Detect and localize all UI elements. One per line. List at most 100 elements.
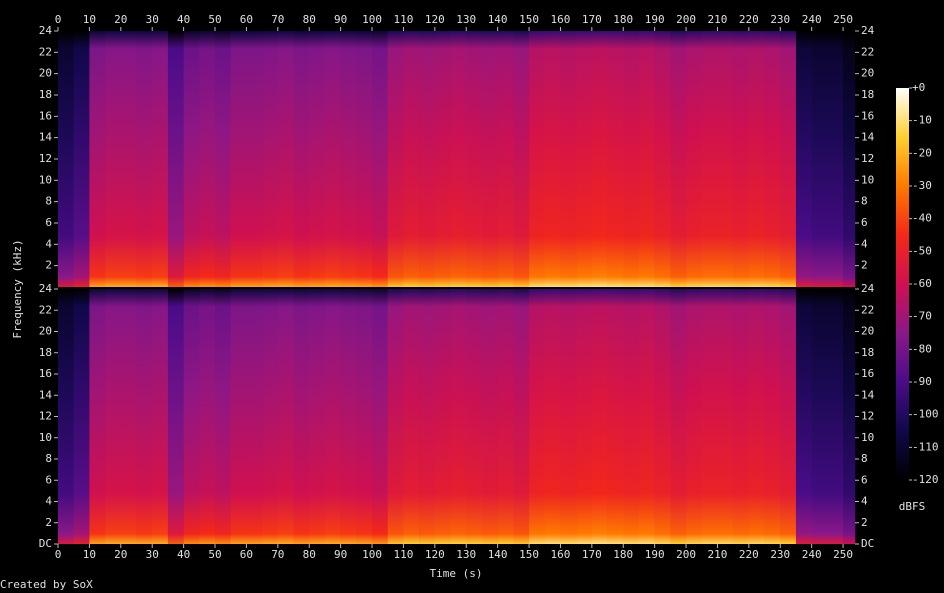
spectrum-column	[356, 289, 373, 544]
y-tick-label: 22	[861, 45, 874, 58]
y-tick-label: 10	[39, 173, 52, 186]
y-tick-label: 12	[39, 152, 52, 165]
colorbar-tick-label: -60	[912, 277, 932, 290]
spectrum-column	[73, 31, 90, 287]
spectrum-column	[246, 289, 263, 544]
spectrum-column	[230, 31, 247, 287]
y-tick-label: 10	[861, 431, 874, 444]
x-tick-label: 220	[739, 548, 759, 561]
y-tick-label: 4	[45, 237, 52, 250]
spectrum-column	[513, 31, 530, 287]
x-tick-label: 80	[303, 548, 316, 561]
spectrum-column	[58, 31, 75, 287]
spectrum-column	[827, 289, 844, 544]
x-tick-label: 170	[582, 13, 602, 26]
x-tick-label: 200	[676, 13, 696, 26]
spectrum-column	[544, 289, 561, 544]
x-tick-label: 40	[177, 548, 190, 561]
x-tick-label: 10	[83, 13, 96, 26]
colorbar-tick-label: +0	[912, 81, 925, 94]
y-tick-label: 20	[39, 325, 52, 338]
x-tick-label: 200	[676, 548, 696, 561]
x-tick-label: 180	[613, 548, 633, 561]
spectrum-column	[733, 31, 750, 287]
spectrum-column	[780, 31, 797, 287]
y-tick-label: 4	[45, 495, 52, 508]
spectrum-column	[372, 31, 389, 287]
spectrum-column	[199, 289, 216, 544]
x-axis-label: Time (s)	[430, 567, 483, 580]
spectrum-column	[309, 289, 326, 544]
spectrum-column	[372, 289, 389, 544]
spectrum-column	[58, 289, 75, 544]
spectrum-column	[701, 31, 718, 287]
x-tick-label: 130	[456, 13, 476, 26]
x-tick-label: 160	[551, 548, 571, 561]
spectrum-column	[215, 31, 232, 287]
spectrum-column	[152, 289, 169, 544]
x-tick-label: 220	[739, 13, 759, 26]
x-tick-label: 50	[208, 13, 221, 26]
y-tick-label: 22	[39, 45, 52, 58]
x-tick-label: 60	[240, 548, 253, 561]
x-tick-label: 60	[240, 13, 253, 26]
spectrum-column	[481, 31, 498, 287]
y-tick-label: DC	[861, 537, 874, 550]
spectrum-column	[167, 289, 184, 544]
x-tick-label: 110	[393, 13, 413, 26]
x-tick-label: 190	[645, 548, 665, 561]
spectrum-column	[607, 289, 624, 544]
y-tick-label: 2	[861, 516, 868, 529]
colorbar-tick-label: -70	[912, 310, 932, 323]
x-tick-label: 20	[114, 13, 127, 26]
y-tick-label: 8	[45, 195, 52, 208]
spectrum-column	[795, 289, 812, 544]
spectrum-column	[450, 289, 467, 544]
x-tick-label: 100	[362, 13, 382, 26]
spectrum-column	[434, 289, 451, 544]
spectrum-column	[560, 31, 577, 287]
spectrum-column	[529, 289, 546, 544]
x-tick-label: 120	[425, 13, 445, 26]
colorbar-tick-label: -90	[912, 375, 932, 388]
spectrum-column	[262, 289, 279, 544]
x-tick-label: 70	[271, 548, 284, 561]
spectrum-column	[529, 31, 546, 287]
x-tick-label: 250	[833, 13, 853, 26]
spectrum-column	[183, 289, 200, 544]
y-axis-label: Frequency (kHz)	[11, 239, 24, 338]
spectrum-column	[136, 289, 153, 544]
x-tick-label: 110	[393, 548, 413, 561]
y-tick-label: 14	[39, 131, 53, 144]
y-tick-label: 18	[861, 346, 874, 359]
y-tick-label: 22	[39, 303, 52, 316]
x-tick-label: 150	[519, 13, 539, 26]
spectrum-column	[277, 289, 294, 544]
x-tick-label: 180	[613, 13, 633, 26]
spectrum-column	[638, 289, 655, 544]
y-tick-label: 14	[861, 388, 875, 401]
spectrum-column	[686, 289, 703, 544]
spectrum-column	[764, 289, 781, 544]
footer: Created by SoX	[0, 578, 93, 591]
x-tick-label: 210	[708, 13, 728, 26]
x-tick-label: 0	[55, 548, 62, 561]
colorbar-tick-label: -50	[912, 244, 932, 257]
spectrum-column	[387, 289, 404, 544]
x-tick-label: 140	[488, 548, 508, 561]
y-tick-label: 2	[861, 259, 868, 272]
spectrum-column	[230, 289, 247, 544]
x-tick-label: 90	[334, 548, 347, 561]
x-tick-label: 170	[582, 548, 602, 561]
spectrum-column	[748, 289, 765, 544]
spectrum-column	[199, 31, 216, 287]
spectrum-column	[670, 289, 687, 544]
colorbar-tick-label: -110	[912, 440, 939, 453]
x-tick-label: 240	[802, 548, 822, 561]
spectrum-column	[623, 31, 640, 287]
y-tick-label: 4	[861, 237, 868, 250]
y-tick-label: 24	[861, 24, 875, 37]
colorbar-tick-label: -120	[912, 473, 939, 486]
spectrum-column	[293, 31, 310, 287]
